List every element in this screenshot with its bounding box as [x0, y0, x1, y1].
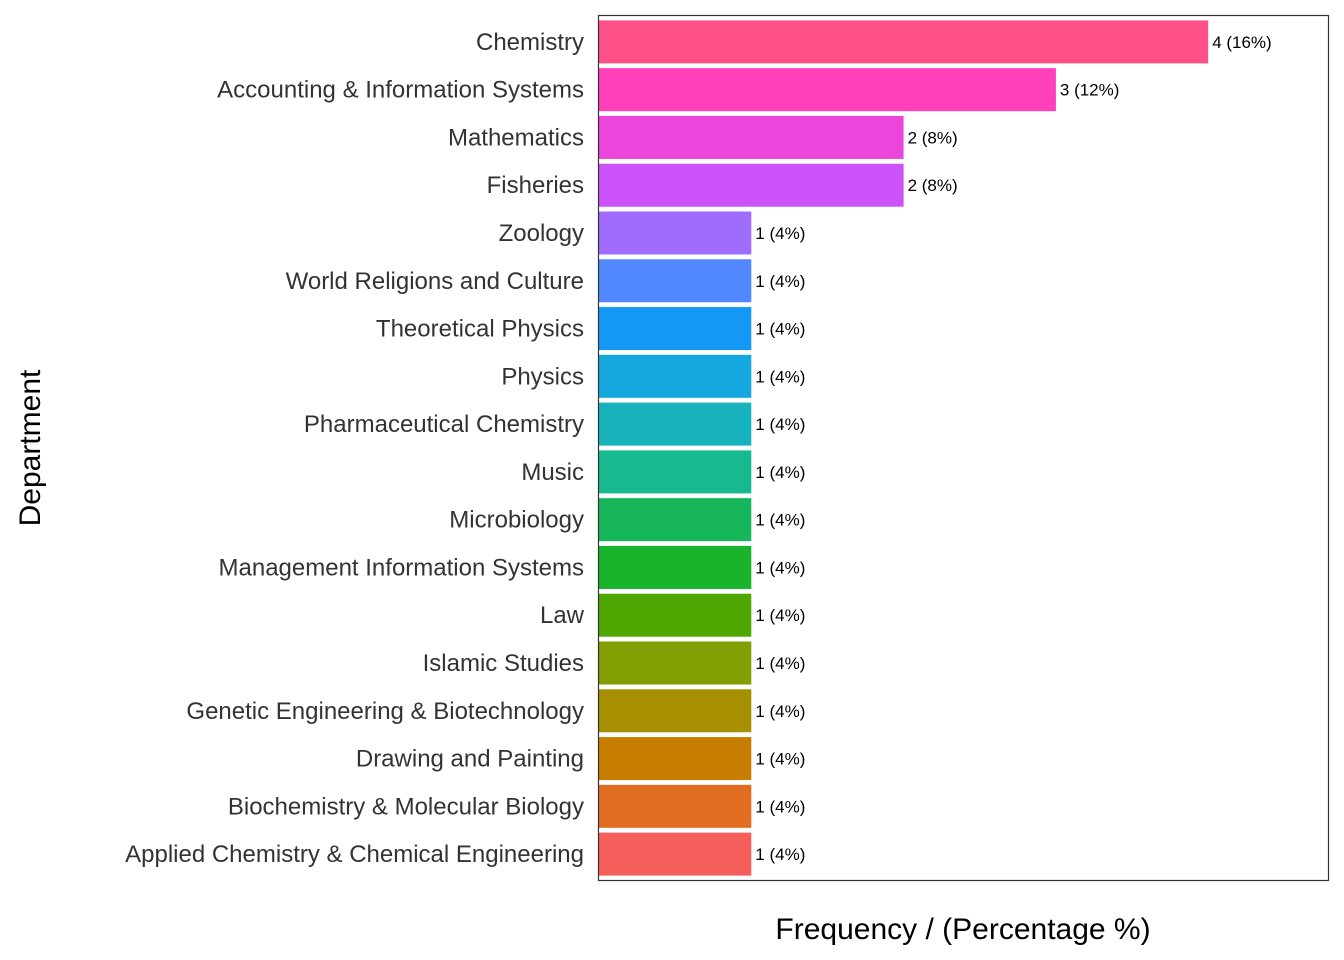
- bar-data-label: 1 (4%): [755, 606, 805, 625]
- bar-data-label: 2 (8%): [908, 128, 958, 147]
- category-tick-label: Physics: [501, 363, 584, 390]
- bar-data-label: 4 (16%): [1212, 33, 1272, 52]
- bar-data-label: 1 (4%): [755, 702, 805, 721]
- bar: [599, 689, 752, 733]
- bar: [599, 68, 1056, 112]
- category-tick-label: Drawing and Painting: [356, 746, 584, 773]
- bar: [599, 545, 752, 589]
- bar: [599, 402, 752, 446]
- category-labels: Chemistry Accounting & Information System…: [125, 29, 585, 868]
- category-tick-label: Pharmaceutical Chemistry: [304, 411, 584, 438]
- data-labels: 4 (16%) 3 (12%) 2 (8%) 2 (8%) 1 (4%) 1 (4%) 1 …: [755, 33, 1271, 864]
- category-tick-label: Biochemistry & Molecular Biology: [228, 793, 584, 820]
- x-axis-title: Frequency / (Percentage %): [775, 913, 1150, 946]
- bar: [599, 211, 752, 255]
- category-tick-label: Zoology: [499, 220, 584, 247]
- bar: [599, 498, 752, 542]
- bar: [599, 20, 1209, 64]
- category-tick-label: World Religions and Culture: [286, 268, 584, 295]
- category-tick-label: Management Information Systems: [219, 554, 585, 581]
- bar-data-label: 1 (4%): [755, 750, 805, 769]
- bar-data-label: 2 (8%): [908, 176, 958, 195]
- category-tick-label: Applied Chemistry & Chemical Engineering: [125, 841, 584, 868]
- bar-data-label: 1 (4%): [755, 415, 805, 434]
- category-tick-label: Chemistry: [476, 29, 584, 56]
- bar: [599, 784, 752, 828]
- bar: [599, 115, 904, 159]
- bar-data-label: 3 (12%): [1060, 81, 1120, 100]
- bar: [599, 259, 752, 303]
- category-tick-label: Law: [540, 602, 585, 629]
- bar-data-label: 1 (4%): [755, 272, 805, 291]
- bar-data-label: 1 (4%): [755, 511, 805, 530]
- y-axis-title: Department: [14, 369, 47, 526]
- bar-data-label: 1 (4%): [755, 845, 805, 864]
- bar: [599, 163, 904, 207]
- category-tick-label: Mathematics: [448, 124, 584, 151]
- bar: [599, 737, 752, 781]
- bar: [599, 641, 752, 685]
- category-tick-label: Genetic Engineering & Biotechnology: [186, 698, 584, 725]
- bar-data-label: 1 (4%): [755, 797, 805, 816]
- bar-data-label: 1 (4%): [755, 463, 805, 482]
- bar-data-label: 1 (4%): [755, 654, 805, 673]
- bar-data-label: 1 (4%): [755, 224, 805, 243]
- plot-panel-border: [597, 14, 1330, 882]
- category-tick-label: Microbiology: [449, 507, 584, 534]
- bar-data-label: 1 (4%): [755, 367, 805, 386]
- category-tick-label: Islamic Studies: [423, 650, 584, 677]
- bar: [599, 450, 752, 494]
- bar-data-label: 1 (4%): [755, 320, 805, 339]
- category-tick-label: Music: [521, 459, 584, 486]
- category-tick-label: Accounting & Information Systems: [217, 77, 584, 104]
- category-tick-label: Fisheries: [487, 172, 584, 199]
- bar: [599, 832, 752, 876]
- category-tick-label: Theoretical Physics: [376, 316, 584, 343]
- bar: [599, 354, 752, 398]
- bar-data-label: 1 (4%): [755, 558, 805, 577]
- bar: [599, 593, 752, 637]
- bar: [599, 307, 752, 351]
- bars: [599, 20, 1209, 876]
